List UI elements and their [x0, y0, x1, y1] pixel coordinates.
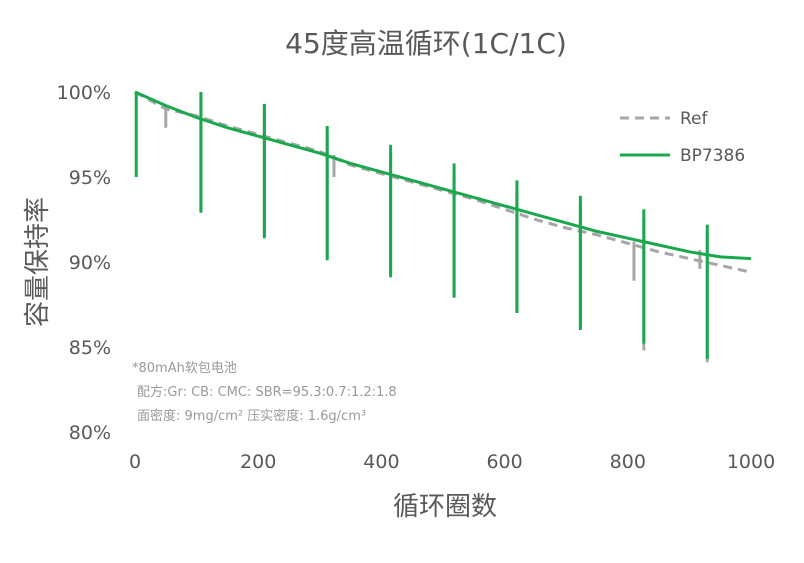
x-tick-label: 800 [610, 451, 646, 473]
x-tick-label: 0 [129, 451, 141, 473]
y-tick-label: 90% [69, 252, 111, 274]
note-line-1: *80mAh软包电池 [132, 361, 237, 376]
series-ref [134, 90, 752, 363]
x-axis-title: 循环圈数 [393, 492, 497, 522]
x-tick-label: 400 [363, 451, 399, 473]
x-tick-label: 200 [240, 451, 276, 473]
note-line-3: 面密度: 9mg/cm² 压实密度: 1.6g/cm³ [137, 408, 366, 424]
legend-label: BP7386 [680, 146, 745, 166]
x-tick-label: 600 [486, 451, 522, 473]
x-tick-label: 1000 [727, 451, 775, 473]
y-axis-ticks: 80% 85% 90% 95% 100% [57, 82, 111, 444]
y-tick-label: 85% [69, 337, 111, 359]
chart-title: 45度高温循环(1C/1C) [285, 27, 567, 60]
plot-area [134, 90, 752, 363]
legend: Ref BP7386 [620, 109, 745, 166]
y-tick-label: 80% [69, 422, 111, 444]
note-line-2: 配方:Gr: CB: CMC: SBR=95.3:0.7:1.2:1.8 [137, 384, 397, 400]
y-tick-label: 100% [57, 82, 111, 104]
chart-notes: *80mAh软包电池 配方:Gr: CB: CMC: SBR=95.3:0.7:… [132, 361, 397, 424]
series-bp7386 [134, 90, 752, 359]
y-tick-label: 95% [69, 167, 111, 189]
legend-label: Ref [680, 109, 709, 129]
x-axis-ticks: 0 200 400 600 800 1000 [129, 451, 775, 473]
series-line-ref [134, 90, 752, 274]
series-line-bp7386 [134, 90, 752, 261]
y-axis-title: 容量保持率 [23, 197, 53, 327]
